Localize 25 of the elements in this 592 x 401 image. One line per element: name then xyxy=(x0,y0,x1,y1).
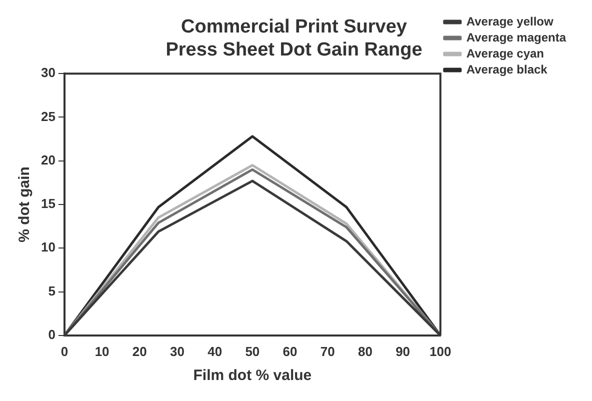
y-tick-label: 0 xyxy=(48,326,56,342)
y-axis-title: % dot gain xyxy=(16,166,34,242)
legend-label: Average black xyxy=(466,62,548,76)
y-tick-label: 5 xyxy=(48,283,56,298)
y-tick-label: 30 xyxy=(40,65,56,80)
legend-label: Average magenta xyxy=(466,30,566,44)
x-axis-title: Film dot % value xyxy=(193,367,312,384)
x-tick-label: 40 xyxy=(208,344,222,359)
x-tick-label: 100 xyxy=(430,344,452,359)
x-tick-label: 10 xyxy=(94,344,110,359)
y-tick-label: 20 xyxy=(40,152,56,168)
y-tick-label: 25 xyxy=(40,108,56,124)
chart-title: Commercial Print Survey Press Sheet Dot Gain Range xyxy=(166,16,422,60)
x-tick-label: 80 xyxy=(358,344,372,359)
legend-label: Average yellow xyxy=(466,14,554,28)
x-tick-label: 70 xyxy=(320,344,335,359)
x-tick-label: 50 xyxy=(245,344,260,359)
x-tick-label: 0 xyxy=(60,344,68,359)
x-tick-label: 60 xyxy=(282,344,298,359)
x-tick-label: 30 xyxy=(170,344,184,359)
legend-label: Average cyan xyxy=(466,46,544,60)
y-tick-label: 10 xyxy=(40,240,56,255)
y-tick-label: 15 xyxy=(40,196,56,212)
x-tick-label: 90 xyxy=(396,344,410,359)
x-tick-label: 20 xyxy=(132,344,147,359)
